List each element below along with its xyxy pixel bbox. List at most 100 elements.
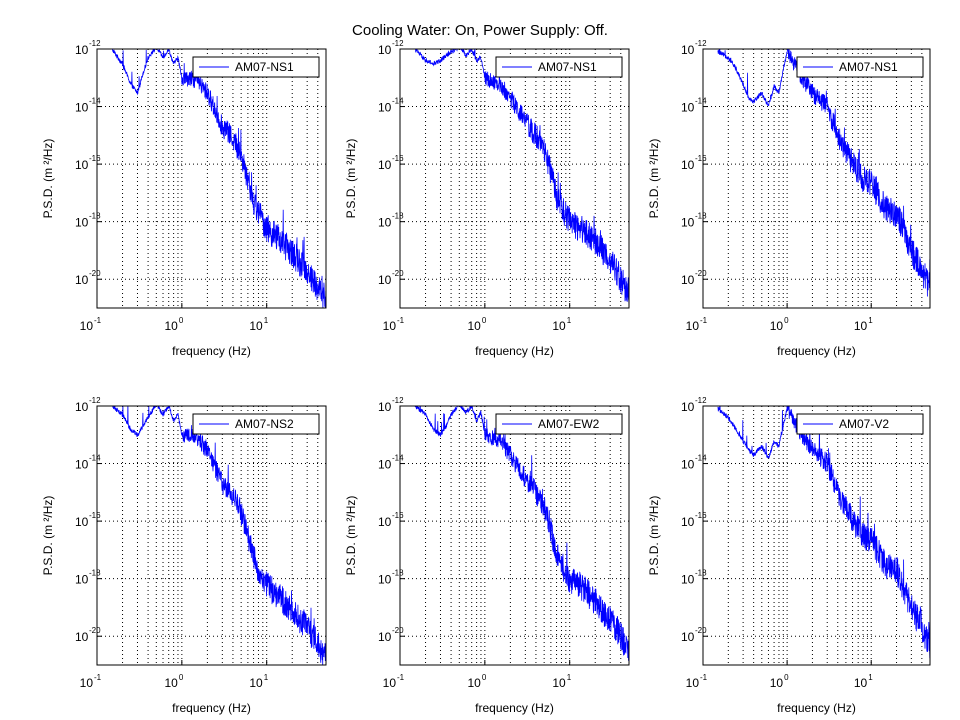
y-tick-exponent: -18 <box>392 212 404 221</box>
y-tick-exponent: -12 <box>392 396 404 405</box>
y-axis-label: P.S.D. (m ²/Hz) <box>647 139 661 219</box>
x-tick-label: 10 <box>552 676 566 690</box>
legend-label: AM07-NS1 <box>839 60 898 74</box>
y-tick-label: 10 <box>681 43 695 57</box>
x-tick-exponent: 1 <box>264 673 269 682</box>
x-tick-exponent: -1 <box>700 673 708 682</box>
y-tick-label: 10 <box>681 101 695 115</box>
legend-box <box>796 413 924 435</box>
y-tick-label: 10 <box>378 216 392 230</box>
y-tick-label: 10 <box>378 515 392 529</box>
legend-box <box>495 413 623 435</box>
y-tick-label: 10 <box>75 400 89 414</box>
y-tick-label: 10 <box>378 43 392 57</box>
legend-label: AM07-NS2 <box>235 417 294 431</box>
legend-box <box>192 413 320 435</box>
axes-frame <box>399 405 630 666</box>
y-tick-label: 10 <box>681 216 695 230</box>
y-tick-exponent: -18 <box>392 569 404 578</box>
x-tick-label: 10 <box>383 676 397 690</box>
y-tick-exponent: -12 <box>89 39 101 48</box>
axes-frame <box>96 48 327 309</box>
y-tick-label: 10 <box>75 101 89 115</box>
y-tick-label: 10 <box>378 458 392 472</box>
y-tick-exponent: -12 <box>695 39 707 48</box>
x-tick-exponent: 1 <box>567 673 572 682</box>
y-tick-label: 10 <box>75 515 89 529</box>
y-tick-exponent: -12 <box>695 396 707 405</box>
psd-series-line <box>415 49 629 307</box>
x-axis-label: frequency (Hz) <box>475 701 554 715</box>
x-tick-label: 10 <box>770 319 784 333</box>
y-tick-label: 10 <box>75 158 89 172</box>
y-tick-exponent: -18 <box>695 212 707 221</box>
y-tick-label: 10 <box>75 458 89 472</box>
x-tick-exponent: 0 <box>179 673 184 682</box>
y-tick-label: 10 <box>681 158 695 172</box>
psd-series-line <box>414 406 629 661</box>
y-tick-exponent: -18 <box>695 569 707 578</box>
x-tick-label: 10 <box>854 676 868 690</box>
y-tick-exponent: -14 <box>89 97 101 106</box>
y-tick-label: 10 <box>681 515 695 529</box>
grid <box>703 49 930 308</box>
y-tick-exponent: -20 <box>89 269 101 278</box>
x-tick-exponent: 0 <box>482 673 487 682</box>
y-axis-label: P.S.D. (m ²/Hz) <box>344 496 358 576</box>
x-tick-exponent: 0 <box>179 316 184 325</box>
psd-series-line <box>112 49 326 308</box>
y-tick-label: 10 <box>681 573 695 587</box>
y-tick-label: 10 <box>681 400 695 414</box>
x-tick-label: 10 <box>164 319 178 333</box>
legend-box <box>192 56 320 78</box>
y-tick-exponent: -16 <box>392 154 404 163</box>
y-tick-label: 10 <box>75 630 89 644</box>
y-tick-label: 10 <box>75 216 89 230</box>
legend-label: AM07-NS1 <box>235 60 294 74</box>
x-axis-label: frequency (Hz) <box>172 344 251 358</box>
y-tick-label: 10 <box>681 273 695 287</box>
x-tick-exponent: 1 <box>264 316 269 325</box>
y-tick-exponent: -14 <box>392 454 404 463</box>
x-tick-exponent: 0 <box>482 316 487 325</box>
y-tick-exponent: -14 <box>695 97 707 106</box>
x-tick-label: 10 <box>249 676 263 690</box>
y-tick-label: 10 <box>378 273 392 287</box>
axes-frame <box>702 405 931 666</box>
y-tick-label: 10 <box>75 43 89 57</box>
x-tick-label: 10 <box>686 319 700 333</box>
y-tick-label: 10 <box>378 101 392 115</box>
y-tick-label: 10 <box>378 630 392 644</box>
x-tick-label: 10 <box>770 676 784 690</box>
x-axis-label: frequency (Hz) <box>777 701 856 715</box>
axes-frame <box>702 48 931 309</box>
y-axis-label: P.S.D. (m ²/Hz) <box>647 496 661 576</box>
y-tick-exponent: -20 <box>695 626 707 635</box>
y-tick-exponent: -20 <box>695 269 707 278</box>
legend-box <box>796 56 924 78</box>
x-axis-label: frequency (Hz) <box>475 344 554 358</box>
x-tick-label: 10 <box>686 676 700 690</box>
legend-label: AM07-V2 <box>839 417 889 431</box>
y-tick-exponent: -20 <box>392 626 404 635</box>
y-tick-label: 10 <box>75 273 89 287</box>
grid <box>97 406 326 665</box>
y-tick-exponent: -14 <box>695 454 707 463</box>
legend-label: AM07-NS1 <box>538 60 597 74</box>
grid <box>97 49 326 308</box>
y-tick-label: 10 <box>681 630 695 644</box>
x-tick-exponent: 1 <box>567 316 572 325</box>
y-tick-exponent: -14 <box>392 97 404 106</box>
y-tick-exponent: -20 <box>89 626 101 635</box>
psd-series-line <box>112 406 326 665</box>
legend-box <box>495 56 623 78</box>
y-tick-exponent: -16 <box>695 511 707 520</box>
y-tick-exponent: -16 <box>392 511 404 520</box>
x-tick-label: 10 <box>467 676 481 690</box>
y-tick-exponent: -12 <box>392 39 404 48</box>
